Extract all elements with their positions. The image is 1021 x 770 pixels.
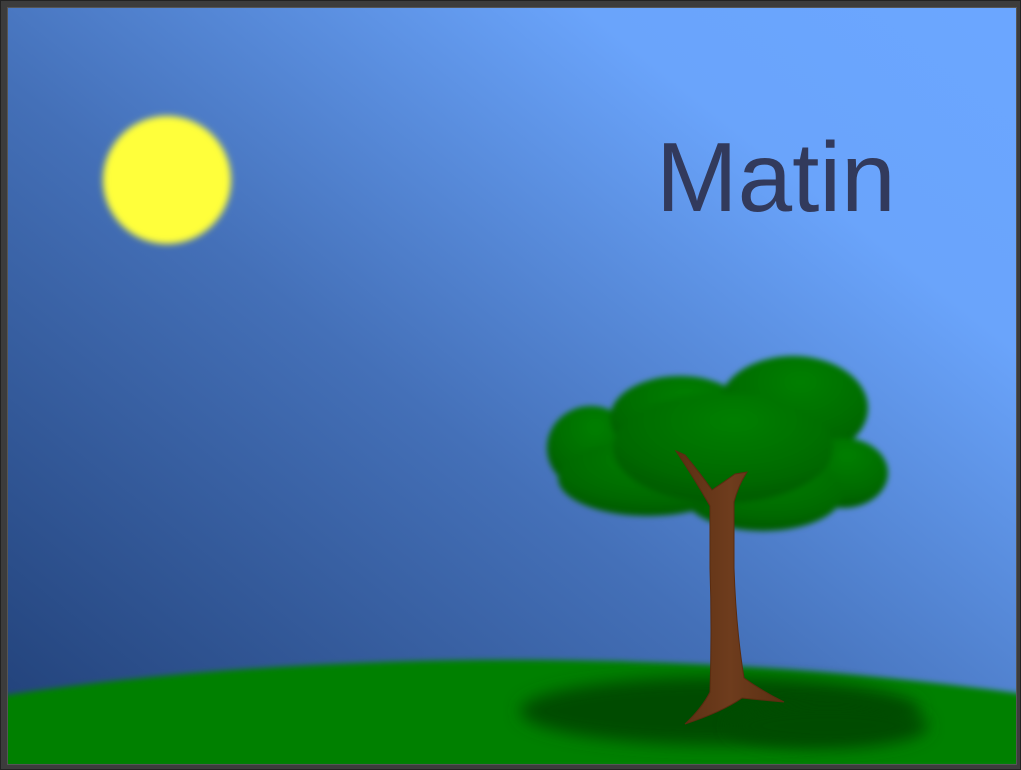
slide-canvas: Matin xyxy=(8,8,1016,764)
slide-title: Matin xyxy=(656,122,896,232)
tree-foliage xyxy=(547,356,888,531)
tree-shadow-extra xyxy=(728,704,928,748)
tree-trunk xyxy=(674,449,785,725)
morning-scene: Matin xyxy=(8,8,1016,764)
sun-icon xyxy=(103,116,231,244)
